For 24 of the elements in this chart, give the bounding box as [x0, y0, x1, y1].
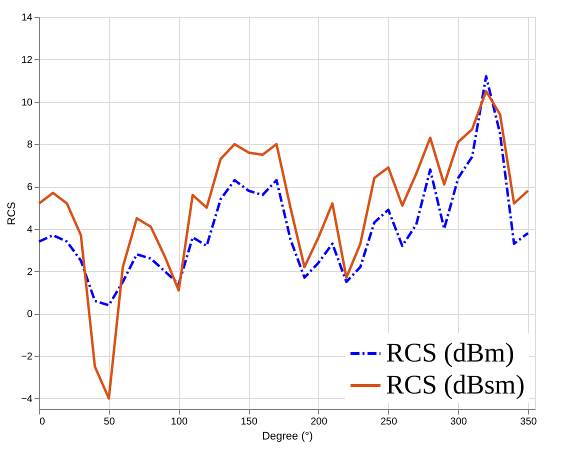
y-tick-label: 12	[21, 54, 33, 66]
x-tick-label: 300	[450, 416, 468, 428]
line-series	[38, 75, 530, 306]
line-series	[38, 90, 530, 400]
y-tick-label: 2	[26, 266, 33, 278]
y-tick-label: −4	[21, 394, 33, 405]
x-tick-label: 350	[520, 416, 538, 428]
x-tick-label: 250	[380, 416, 398, 428]
y-tick-label: 0	[26, 309, 33, 320]
legend-label: RCS (dBsm)	[386, 370, 525, 400]
y-tick-label: 8	[26, 140, 33, 151]
y-tick-label: 4	[26, 224, 33, 236]
x-tick-label: 200	[310, 416, 328, 428]
y-tick-label: 14	[21, 12, 33, 24]
x-tick-label: 150	[240, 416, 258, 428]
y-tick-label: 6	[26, 182, 33, 194]
legend-label: RCS (dBm)	[386, 338, 514, 368]
x-axis-title: Degree (°)	[262, 430, 313, 442]
y-tick-label: −2	[21, 352, 33, 363]
y-axis-title: RCS	[6, 202, 18, 226]
y-tick-label: 10	[21, 97, 33, 108]
x-tick-label: 100	[170, 416, 188, 428]
x-tick-label: 0	[40, 416, 46, 428]
x-tick-label: 50	[104, 416, 116, 428]
